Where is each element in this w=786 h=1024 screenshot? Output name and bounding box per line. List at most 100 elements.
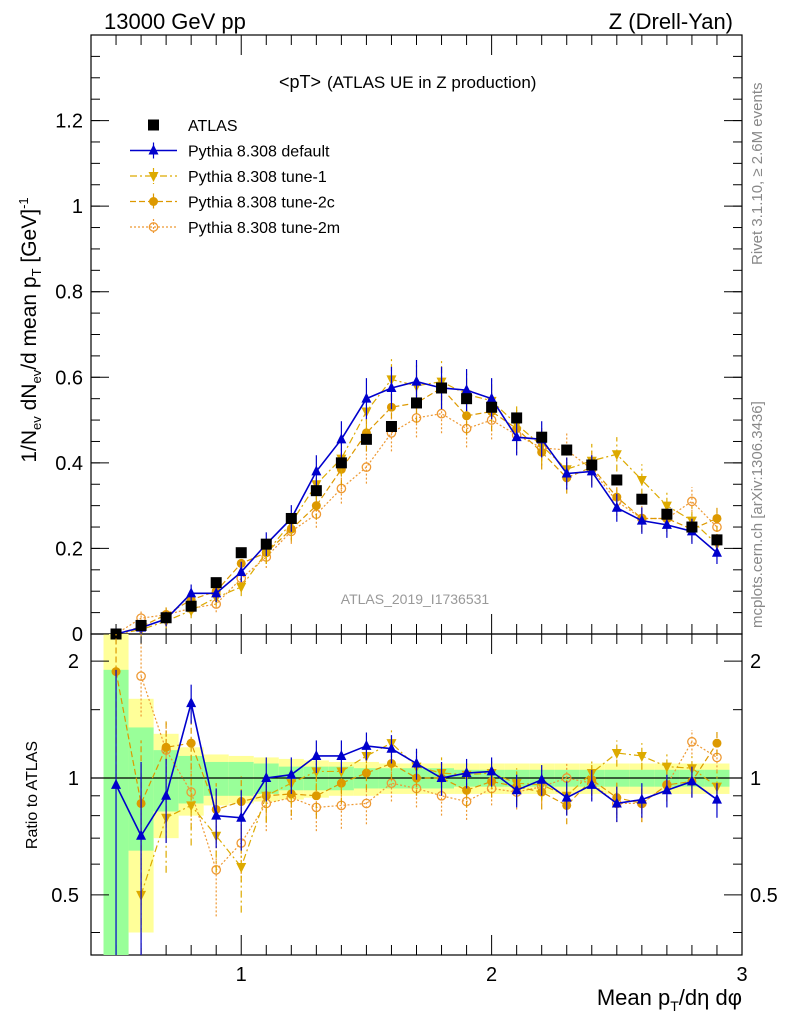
ratio-point bbox=[136, 829, 147, 840]
data-point bbox=[311, 501, 321, 511]
plot-title: <pT> bbox=[279, 72, 321, 92]
ratio-point bbox=[461, 767, 472, 778]
data-point bbox=[661, 508, 673, 520]
x-tick-label: 3 bbox=[736, 964, 747, 986]
data-point bbox=[486, 401, 498, 413]
series-atlas bbox=[110, 382, 723, 640]
data-point bbox=[661, 518, 672, 529]
ratio-point bbox=[411, 757, 422, 768]
data-point bbox=[636, 475, 647, 486]
main-plot-series bbox=[110, 357, 723, 640]
data-point bbox=[236, 582, 247, 593]
ratio-point bbox=[236, 811, 247, 822]
y-axis-label: 1/Nev dNev/d mean pT [GeV]-1 bbox=[16, 197, 44, 462]
data-point bbox=[186, 587, 197, 598]
data-point bbox=[411, 375, 422, 386]
ratio-point bbox=[111, 778, 122, 789]
legend-marker bbox=[149, 197, 158, 206]
ratio-point bbox=[336, 778, 346, 788]
ratio-tick-label-right: 1 bbox=[750, 768, 761, 790]
ratio-point bbox=[686, 775, 697, 786]
data-point bbox=[462, 411, 472, 421]
ratio-point bbox=[136, 671, 146, 682]
ratio-line bbox=[140, 742, 718, 896]
ratio-pythia-8-308-default bbox=[111, 669, 722, 955]
y-tick-label: 0.8 bbox=[55, 282, 83, 304]
ratio-point bbox=[311, 791, 321, 801]
ratio-point bbox=[336, 749, 347, 760]
data-point bbox=[385, 420, 397, 432]
data-point bbox=[486, 392, 497, 403]
legend-label: ATLAS bbox=[188, 118, 238, 135]
data-point bbox=[436, 382, 448, 394]
header-right: Z (Drell-Yan) bbox=[609, 9, 733, 34]
ratio-point bbox=[211, 809, 222, 820]
ratio-point bbox=[386, 742, 397, 753]
ratio-point bbox=[311, 749, 322, 760]
data-point bbox=[712, 513, 722, 523]
data-point bbox=[511, 412, 523, 424]
ratio-point bbox=[186, 697, 197, 708]
data-point bbox=[361, 462, 372, 472]
data-point bbox=[311, 465, 322, 476]
data-point bbox=[611, 501, 622, 512]
data-point bbox=[185, 600, 197, 612]
ratio-point bbox=[211, 865, 222, 875]
legend-label: Pythia 8.308 tune-1 bbox=[188, 169, 327, 186]
legend-item: Pythia 8.308 tune-2m bbox=[130, 219, 340, 237]
data-point bbox=[661, 501, 672, 512]
data-point bbox=[461, 393, 473, 405]
legend-item: Pythia 8.308 tune-2c bbox=[130, 193, 335, 212]
ratio-point bbox=[161, 789, 172, 800]
data-point bbox=[711, 546, 722, 557]
ratio-point bbox=[436, 772, 447, 783]
ratio-point bbox=[636, 793, 647, 804]
y-tick-label: 0.2 bbox=[55, 538, 83, 560]
ratio-tick-label-right: 2 bbox=[750, 651, 761, 673]
ratio-point bbox=[661, 784, 672, 795]
y-tick-label: 0.6 bbox=[55, 367, 83, 389]
data-point bbox=[236, 565, 247, 576]
legend-marker bbox=[148, 144, 159, 155]
data-point bbox=[336, 433, 347, 444]
y-tick-label: 1.2 bbox=[55, 111, 83, 133]
ratio-plot-series bbox=[111, 634, 722, 955]
ratio-axis-label: Ratio to ATLAS bbox=[24, 741, 41, 849]
legend-label: Pythia 8.308 default bbox=[188, 144, 330, 161]
data-point bbox=[611, 474, 623, 486]
data-point bbox=[711, 534, 723, 546]
data-point bbox=[686, 521, 698, 533]
data-point bbox=[285, 512, 297, 524]
x-axis-label: Mean pT/dη dφ bbox=[597, 985, 742, 1014]
y-tick-label: 0.4 bbox=[55, 453, 83, 475]
main-axis-ticks: 0 0.2 0.4 0.6 0.8 1 1.2 bbox=[55, 34, 743, 646]
data-point bbox=[561, 467, 572, 478]
ratio-point bbox=[586, 778, 597, 789]
ratio-point bbox=[186, 801, 197, 812]
data-point bbox=[160, 612, 172, 624]
data-point bbox=[511, 431, 522, 442]
ratio-point bbox=[661, 762, 672, 773]
y-tick-label: 0 bbox=[72, 624, 83, 646]
legend-item: Pythia 8.308 tune-1 bbox=[130, 168, 327, 186]
ratio-point bbox=[611, 749, 622, 760]
data-point bbox=[235, 547, 247, 559]
data-point bbox=[210, 577, 222, 589]
data-point bbox=[636, 493, 648, 505]
data-point bbox=[611, 450, 622, 461]
ratio-tick-label: 1 bbox=[68, 768, 79, 790]
legend-marker bbox=[148, 119, 159, 131]
data-point bbox=[361, 392, 372, 403]
legend-item: ATLAS bbox=[148, 118, 238, 135]
legend-marker bbox=[148, 172, 159, 182]
ratio-tick-label-right: 0.5 bbox=[750, 885, 778, 907]
x-tick-label: 1 bbox=[236, 964, 247, 986]
side-text-bottom: mcplots.cern.ch [arXiv:1306.3436] bbox=[749, 401, 766, 628]
ratio-point bbox=[286, 768, 297, 779]
data-point bbox=[636, 514, 647, 525]
y-tick-label: 1 bbox=[72, 196, 83, 218]
ratio-point bbox=[236, 862, 247, 873]
data-point bbox=[335, 457, 347, 469]
side-text-top: Rivet 3.1.10, ≥ 2.6M events bbox=[749, 83, 766, 266]
